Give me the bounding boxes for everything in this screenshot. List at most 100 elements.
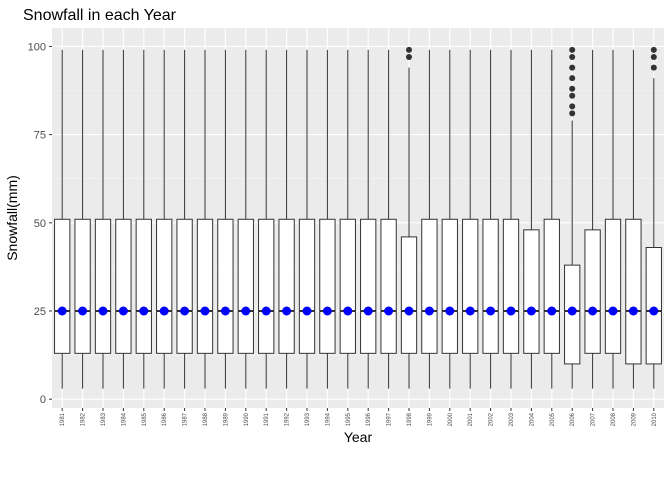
box-series <box>54 46 662 389</box>
mean-point <box>547 306 557 316</box>
mean-point <box>302 306 312 316</box>
x-tick-label: 1998 <box>407 412 413 426</box>
x-tick-label: 1991 <box>264 412 270 426</box>
box-body <box>74 218 91 354</box>
x-axis: 1981 1982 1983 1984 1985 1986 1987 1988 1989 1990… <box>60 408 658 426</box>
box-body <box>278 218 295 354</box>
mean-point <box>486 306 496 316</box>
box-1992 <box>278 49 295 389</box>
x-tick-label: 1986 <box>162 412 168 426</box>
x-tick-label: 1995 <box>346 412 352 426</box>
x-tick-label: 1987 <box>183 412 189 426</box>
x-tick-label: 2010 <box>652 412 658 426</box>
x-tick-label: 1982 <box>81 412 87 426</box>
box-2006 <box>564 46 581 389</box>
box-body <box>339 218 356 354</box>
mean-point <box>465 306 475 316</box>
x-tick-label: 2008 <box>611 412 617 426</box>
x-tick-label: 2003 <box>509 412 515 426</box>
x-tick-label: 1999 <box>427 412 433 426</box>
box-body <box>462 218 479 354</box>
box-2003 <box>502 49 520 389</box>
box-1995 <box>339 49 356 389</box>
chart-title: Snowfall in each Year <box>23 7 177 24</box>
y-tick-label: 75 <box>34 130 46 142</box>
mean-point <box>628 306 638 316</box>
box-1985 <box>135 49 152 389</box>
box-body <box>421 218 438 354</box>
box-body <box>584 229 601 354</box>
x-tick-label: 2006 <box>570 412 576 426</box>
box-1989 <box>217 49 234 389</box>
box-1988 <box>196 49 214 389</box>
box-2009 <box>625 49 642 389</box>
box-1984 <box>115 49 132 389</box>
y-axis-title: Snowfall(mm) <box>4 175 20 261</box>
mean-point <box>241 306 251 316</box>
box-2002 <box>482 49 499 389</box>
mean-point <box>588 306 598 316</box>
outlier-point <box>569 75 576 82</box>
x-tick-label: 2005 <box>550 412 556 426</box>
mean-point <box>118 306 128 316</box>
box-body <box>217 218 234 354</box>
mean-point <box>159 306 169 316</box>
outlier-point <box>406 46 412 53</box>
box-1982 <box>74 49 91 389</box>
outlier-point <box>650 53 657 60</box>
mean-point <box>384 306 394 316</box>
box-2004 <box>523 49 540 389</box>
x-tick-label: 1984 <box>121 412 127 426</box>
outlier-point <box>650 46 657 53</box>
box-2007 <box>584 49 601 389</box>
mean-point <box>98 306 108 316</box>
mean-point <box>343 306 353 316</box>
x-tick-label: 1996 <box>366 412 372 426</box>
mean-point <box>424 306 434 316</box>
box-2010 <box>645 46 662 389</box>
mean-point <box>445 306 455 316</box>
mean-point <box>404 306 414 316</box>
outlier-point <box>650 64 657 71</box>
x-tick-label: 2009 <box>631 412 637 426</box>
x-tick-label: 1994 <box>325 412 331 426</box>
x-tick-label: 1988 <box>203 412 209 426</box>
box-1983 <box>94 49 112 389</box>
box-body <box>115 218 132 354</box>
box-body <box>502 218 520 354</box>
box-1998 <box>400 46 418 389</box>
x-tick-label: 1993 <box>305 412 311 426</box>
x-tick-label: 1989 <box>223 412 229 426</box>
x-tick-label: 2007 <box>591 412 597 426</box>
box-body <box>196 218 214 354</box>
mean-point <box>363 306 373 316</box>
box-body <box>645 246 662 365</box>
box-body <box>54 218 71 354</box>
box-body <box>237 218 254 354</box>
box-1981 <box>54 49 71 389</box>
mean-point <box>526 306 536 316</box>
mean-point <box>261 306 271 316</box>
box-body <box>380 218 397 354</box>
y-axis: 0 25 50 75 100 <box>28 41 52 406</box>
outlier-point <box>569 85 576 92</box>
mean-point <box>282 306 292 316</box>
x-tick-label: 1983 <box>101 412 107 426</box>
box-body <box>604 218 622 354</box>
box-body <box>258 218 275 354</box>
mean-point <box>608 306 618 316</box>
mean-point <box>78 306 88 316</box>
x-tick-label: 1997 <box>387 412 393 426</box>
box-1990 <box>237 49 254 389</box>
mean-point <box>649 306 659 316</box>
box-2000 <box>441 49 458 389</box>
mean-point <box>200 306 210 316</box>
outlier-point <box>569 92 576 99</box>
x-tick-label: 1992 <box>285 412 291 426</box>
box-1999 <box>421 49 438 389</box>
y-tick-label: 25 <box>34 306 46 318</box>
box-body <box>625 218 642 365</box>
x-tick-label: 2002 <box>489 412 495 426</box>
x-tick-label: 1985 <box>142 412 148 426</box>
